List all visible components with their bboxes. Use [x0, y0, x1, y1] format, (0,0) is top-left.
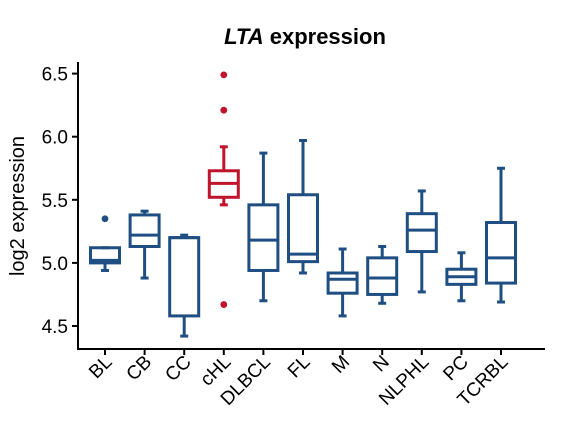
box-group-m: [326, 247, 359, 318]
iqr-box: [168, 236, 201, 318]
iqr-box: [485, 221, 517, 285]
y-axis-label: log2 expression: [7, 136, 29, 276]
box-group-cb: [128, 209, 161, 280]
iqr-box: [89, 246, 121, 265]
y-tick-label: 5.5: [42, 191, 68, 212]
iqr-box: [287, 193, 319, 264]
chart-title-gene: LTA: [224, 24, 264, 49]
iqr-box: [405, 212, 438, 254]
chart-title: LTA expression: [224, 24, 386, 49]
box-group-dlbcl: [247, 151, 280, 303]
outlier-point: [220, 301, 228, 308]
x-tick-label-cb: CB: [123, 352, 157, 386]
y-tick-label: 5.0: [42, 254, 68, 275]
x-tick-label-bl: BL: [85, 352, 116, 383]
y-tick-label: 4.5: [42, 317, 68, 338]
outlier-point: [101, 215, 109, 223]
x-tick-label-fl: FL: [284, 352, 315, 383]
iqr-box: [128, 213, 161, 248]
iqr-box: [247, 203, 280, 272]
chart-title-rest: expression: [270, 24, 386, 49]
box-group-cc: [168, 233, 201, 338]
box-group-chl: [207, 71, 240, 308]
boxes-layer: [89, 71, 517, 338]
iqr-box: [366, 256, 399, 296]
y-tick-label: 6.0: [42, 128, 68, 149]
box-group-n: [366, 244, 399, 305]
x-tick-label-n: N: [369, 352, 394, 377]
box-group-nlphl: [405, 189, 438, 294]
box-group-fl: [287, 138, 319, 275]
box-group-pc: [445, 251, 478, 303]
axes: [72, 62, 545, 355]
outlier-point: [220, 106, 228, 114]
box-group-tcrbl: [485, 166, 517, 304]
x-tick-label-m: M: [328, 352, 354, 378]
outlier-point: [220, 71, 228, 79]
y-tick-label: 6.5: [42, 65, 68, 86]
box-group-bl: [89, 215, 121, 272]
iqr-box: [326, 271, 359, 295]
x-tick-label-cc: CC: [161, 352, 195, 386]
